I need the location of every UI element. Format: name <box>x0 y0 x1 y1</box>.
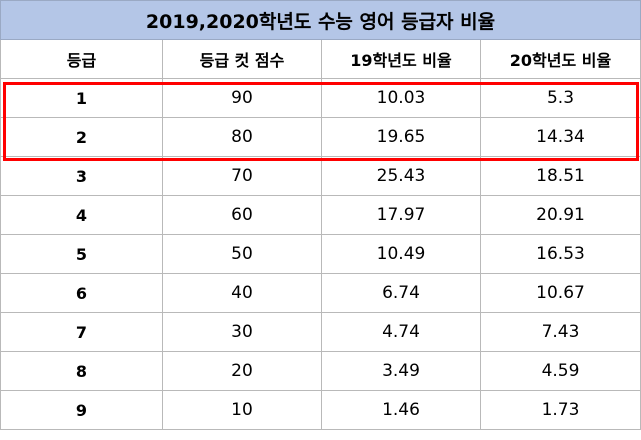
cell-2019-ratio: 4.74 <box>321 312 481 352</box>
cell-cut-score: 60 <box>162 195 322 235</box>
cell-grade: 8 <box>0 351 163 391</box>
table-header-row: 등급 등급 컷 점수 19학년도 비율 20학년도 비율 <box>0 39 641 79</box>
table-title-row: 2019,2020학년도 수능 영어 등급자 비율 <box>0 0 641 40</box>
cell-2019-ratio: 3.49 <box>321 351 481 391</box>
cell-2020-ratio: 16.53 <box>479 234 641 274</box>
cell-cut-score: 40 <box>162 273 322 313</box>
table-row: 9 10 1.46 1.73 <box>0 390 641 430</box>
table-row: 5 50 10.49 16.53 <box>0 234 641 274</box>
grade-ratio-table-container: 2019,2020학년도 수능 영어 등급자 비율 등급 등급 컷 점수 19학… <box>0 0 641 430</box>
cell-2020-ratio: 1.73 <box>479 390 641 430</box>
cell-grade: 9 <box>0 390 163 430</box>
cell-cut-score: 80 <box>162 117 322 157</box>
table-row: 2 80 19.65 14.34 <box>0 117 641 157</box>
cell-cut-score: 50 <box>162 234 322 274</box>
cell-cut-score: 30 <box>162 312 322 352</box>
table-title: 2019,2020학년도 수능 영어 등급자 비율 <box>0 0 641 40</box>
cell-2019-ratio: 19.65 <box>321 117 481 157</box>
cell-grade: 3 <box>0 156 163 196</box>
grade-ratio-table: 2019,2020학년도 수능 영어 등급자 비율 등급 등급 컷 점수 19학… <box>0 0 641 430</box>
cell-cut-score: 20 <box>162 351 322 391</box>
cell-grade: 4 <box>0 195 163 235</box>
table-row: 8 20 3.49 4.59 <box>0 351 641 391</box>
cell-grade: 7 <box>0 312 163 352</box>
cell-2019-ratio: 10.49 <box>321 234 481 274</box>
cell-2019-ratio: 10.03 <box>321 78 481 118</box>
table-row: 6 40 6.74 10.67 <box>0 273 641 313</box>
cell-grade: 2 <box>0 117 163 157</box>
table-row: 7 30 4.74 7.43 <box>0 312 641 352</box>
column-header-cut-score: 등급 컷 점수 <box>162 39 322 79</box>
cell-2019-ratio: 25.43 <box>321 156 481 196</box>
column-header-2019-ratio: 19학년도 비율 <box>321 39 481 79</box>
cell-2020-ratio: 14.34 <box>479 117 641 157</box>
table-row: 4 60 17.97 20.91 <box>0 195 641 235</box>
cell-2020-ratio: 10.67 <box>479 273 641 313</box>
cell-2019-ratio: 6.74 <box>321 273 481 313</box>
cell-cut-score: 10 <box>162 390 322 430</box>
cell-grade: 6 <box>0 273 163 313</box>
column-header-grade: 등급 <box>0 39 163 79</box>
cell-2020-ratio: 7.43 <box>479 312 641 352</box>
cell-grade: 5 <box>0 234 163 274</box>
cell-2019-ratio: 17.97 <box>321 195 481 235</box>
table-row: 1 90 10.03 5.3 <box>0 78 641 118</box>
cell-2020-ratio: 4.59 <box>479 351 641 391</box>
cell-2019-ratio: 1.46 <box>321 390 481 430</box>
cell-cut-score: 90 <box>162 78 322 118</box>
cell-2020-ratio: 20.91 <box>479 195 641 235</box>
cell-2020-ratio: 5.3 <box>479 78 641 118</box>
cell-2020-ratio: 18.51 <box>479 156 641 196</box>
column-header-2020-ratio: 20학년도 비율 <box>479 39 641 79</box>
table-row: 3 70 25.43 18.51 <box>0 156 641 196</box>
cell-cut-score: 70 <box>162 156 322 196</box>
cell-grade: 1 <box>0 78 163 118</box>
